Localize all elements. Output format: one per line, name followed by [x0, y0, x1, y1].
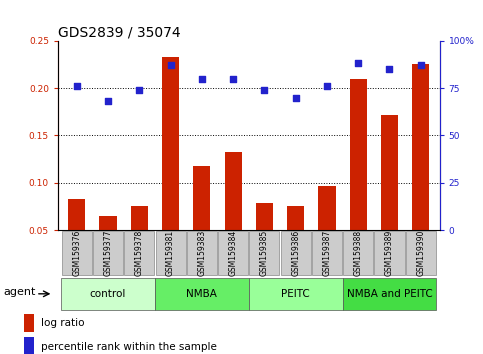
Text: GSM159388: GSM159388 — [354, 230, 363, 276]
FancyBboxPatch shape — [281, 231, 311, 275]
Bar — [99, 216, 116, 278]
Point — [229, 76, 237, 81]
Bar — [318, 185, 336, 278]
FancyBboxPatch shape — [342, 278, 437, 310]
Text: GSM159385: GSM159385 — [260, 230, 269, 276]
Bar — [412, 64, 429, 278]
Bar — [131, 206, 148, 278]
FancyBboxPatch shape — [156, 231, 185, 275]
Bar — [193, 166, 211, 278]
Text: GSM159384: GSM159384 — [228, 230, 238, 276]
FancyBboxPatch shape — [93, 231, 123, 275]
FancyBboxPatch shape — [61, 278, 155, 310]
Text: PEITC: PEITC — [281, 289, 310, 299]
FancyBboxPatch shape — [218, 231, 248, 275]
Bar — [256, 202, 273, 278]
Point — [292, 95, 299, 101]
Text: GSM159386: GSM159386 — [291, 230, 300, 276]
Point — [167, 63, 174, 68]
Text: GSM159376: GSM159376 — [72, 230, 81, 276]
FancyBboxPatch shape — [187, 231, 217, 275]
Point — [198, 76, 206, 81]
Point — [260, 87, 268, 93]
Bar — [162, 57, 179, 278]
Bar — [381, 115, 398, 278]
Point — [355, 61, 362, 66]
Point — [104, 98, 112, 104]
Point — [417, 63, 425, 68]
Bar — [287, 206, 304, 278]
Text: GSM159381: GSM159381 — [166, 230, 175, 276]
FancyBboxPatch shape — [312, 231, 342, 275]
Point — [73, 83, 81, 89]
Point — [385, 66, 393, 72]
Text: GSM159387: GSM159387 — [323, 230, 331, 276]
Bar — [24, 314, 34, 332]
Text: GSM159377: GSM159377 — [103, 230, 113, 276]
FancyBboxPatch shape — [249, 231, 279, 275]
FancyBboxPatch shape — [406, 231, 436, 275]
Text: NMBA: NMBA — [186, 289, 217, 299]
FancyBboxPatch shape — [62, 231, 92, 275]
Point — [323, 83, 331, 89]
Bar — [350, 79, 367, 278]
Bar — [68, 199, 85, 278]
FancyBboxPatch shape — [343, 231, 373, 275]
Text: GSM159378: GSM159378 — [135, 230, 144, 276]
Text: GSM159383: GSM159383 — [198, 230, 206, 276]
Text: percentile rank within the sample: percentile rank within the sample — [41, 342, 216, 352]
FancyBboxPatch shape — [249, 278, 342, 310]
Text: agent: agent — [3, 287, 35, 297]
Point — [135, 87, 143, 93]
Text: GSM159389: GSM159389 — [385, 230, 394, 276]
Text: GDS2839 / 35074: GDS2839 / 35074 — [58, 25, 181, 40]
FancyBboxPatch shape — [374, 231, 404, 275]
Text: control: control — [90, 289, 126, 299]
Bar — [24, 337, 34, 354]
Text: log ratio: log ratio — [41, 318, 84, 328]
Text: GSM159390: GSM159390 — [416, 230, 425, 276]
Text: NMBA and PEITC: NMBA and PEITC — [347, 289, 432, 299]
Bar — [225, 153, 242, 278]
FancyBboxPatch shape — [124, 231, 154, 275]
FancyBboxPatch shape — [155, 278, 249, 310]
